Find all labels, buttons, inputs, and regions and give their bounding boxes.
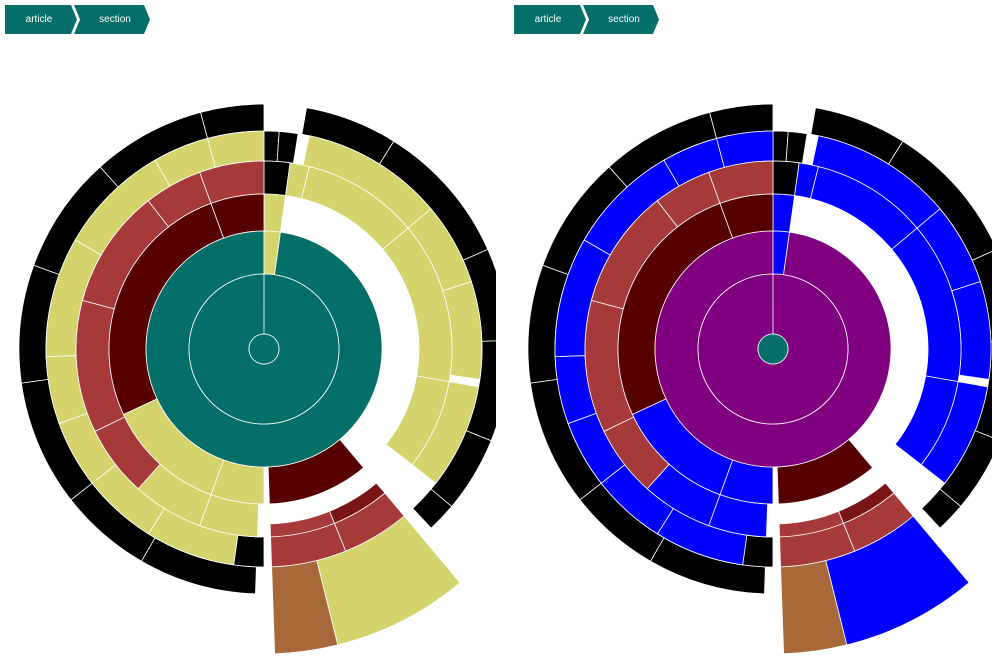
sunburst-segment[interactable] [263,130,280,162]
sunburst-segment[interactable] [785,131,808,164]
sunburst-segment[interactable] [772,193,796,233]
sunburst-root[interactable] [757,333,789,365]
sunburst-segment[interactable] [263,193,287,233]
sunburst-segment[interactable] [233,534,265,568]
breadcrumb-item-section[interactable]: section [74,5,150,34]
sunburst-segment[interactable] [269,510,335,538]
sunburst-panel-left: article section [5,5,496,655]
sunburst-segment[interactable] [772,130,789,162]
sunburst-segment[interactable] [276,131,299,164]
sunburst-segment[interactable] [385,375,450,466]
sunburst-segment[interactable] [412,488,453,529]
breadcrumb-item-section[interactable]: section [583,5,659,34]
breadcrumb-item-article[interactable]: article [514,5,586,34]
sunburst-chart [18,103,496,655]
sunburst-segment[interactable] [778,510,844,538]
sunburst-segment[interactable] [742,534,774,568]
sunburst-chart [527,103,992,655]
sunburst-root[interactable] [248,333,280,365]
breadcrumb-item-article[interactable]: article [5,5,77,34]
sunburst-segment[interactable] [921,488,962,529]
sunburst-panel-right: article section [496,0,992,669]
sunburst-segment[interactable] [894,375,959,466]
